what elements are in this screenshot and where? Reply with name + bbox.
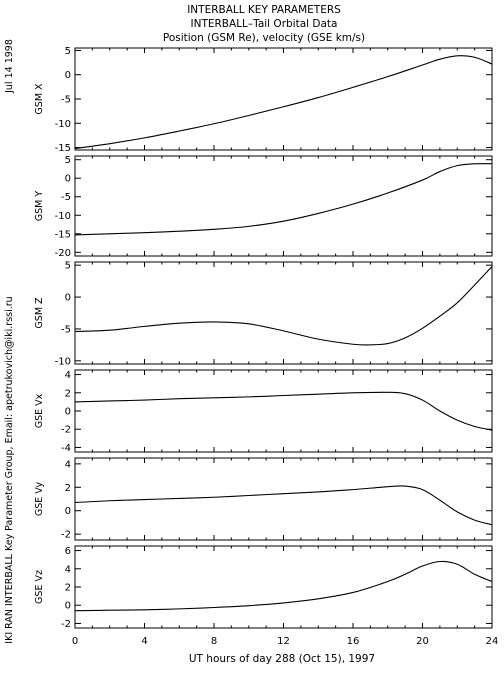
side-date-label: Jul 14 1998 xyxy=(4,39,15,94)
y-tick-label: 4 xyxy=(65,370,71,381)
y-axis-label: GSM Z xyxy=(34,297,45,329)
x-tick-label: 0 xyxy=(72,636,78,647)
x-tick-label: 4 xyxy=(141,636,147,647)
y-tick-label: 0 xyxy=(65,293,71,304)
y-tick-label: 0 xyxy=(65,407,71,418)
y-tick-label: -2 xyxy=(61,619,71,630)
y-tick-label: -10 xyxy=(55,356,71,367)
y-tick-label: 5 xyxy=(65,155,71,166)
panel-frame xyxy=(74,457,493,541)
panel-frame xyxy=(74,261,493,365)
panel-frame xyxy=(74,155,493,257)
y-tick-label: -4 xyxy=(61,443,71,454)
x-tick-label: 16 xyxy=(347,636,360,647)
panel-frame xyxy=(74,369,493,453)
y-tick-label: -20 xyxy=(55,248,71,259)
series-line xyxy=(74,560,493,612)
y-tick-label: 2 xyxy=(65,388,71,399)
series-line xyxy=(74,485,493,526)
y-tick-label: 0 xyxy=(65,601,71,612)
chart-subtitle: INTERBALL–Tail Orbital Data xyxy=(191,18,338,30)
y-tick-label: 0 xyxy=(65,506,71,517)
x-tick-label: 12 xyxy=(277,636,290,647)
panel-frame xyxy=(74,47,493,151)
series-line xyxy=(74,55,493,150)
series-line xyxy=(74,163,493,236)
y-tick-label: 6 xyxy=(65,546,71,557)
y-axis-label: GSE Vx xyxy=(34,393,45,428)
y-axis-label: GSM Y xyxy=(34,191,45,222)
y-tick-label: -15 xyxy=(55,143,71,154)
y-tick-label: -2 xyxy=(61,425,71,436)
series-line xyxy=(74,391,493,431)
y-tick-label: 2 xyxy=(65,483,71,494)
y-tick-label: -5 xyxy=(61,192,71,203)
y-tick-label: 0 xyxy=(65,174,71,185)
y-axis-label: GSE Vy xyxy=(34,481,45,516)
y-tick-label: 4 xyxy=(65,459,71,470)
y-axis-label: GSM X xyxy=(34,83,45,115)
y-tick-label: 0 xyxy=(65,70,71,81)
y-tick-label: -5 xyxy=(61,95,71,106)
y-tick-label: -5 xyxy=(61,324,71,335)
chart-subtitle-2: Position (GSM Re), velocity (GSE km/s) xyxy=(163,32,365,44)
series-line xyxy=(74,266,493,346)
x-tick-label: 20 xyxy=(416,636,429,647)
panel-frame xyxy=(74,545,493,629)
x-axis-label: UT hours of day 288 (Oct 15), 1997 xyxy=(189,653,375,665)
y-tick-label: 4 xyxy=(65,564,71,575)
y-tick-label: 5 xyxy=(65,46,71,57)
y-tick-label: 5 xyxy=(65,261,71,272)
y-tick-label: 2 xyxy=(65,583,71,594)
y-tick-label: -2 xyxy=(61,530,71,541)
x-tick-label: 8 xyxy=(211,636,217,647)
chart-title: INTERBALL KEY PARAMETERS xyxy=(187,4,341,16)
y-tick-label: -15 xyxy=(55,229,71,240)
y-tick-label: -10 xyxy=(55,211,71,222)
y-axis-label: GSE Vz xyxy=(34,570,45,604)
x-tick-label: 24 xyxy=(486,636,499,647)
y-tick-label: -10 xyxy=(55,119,71,130)
side-credit-label: IKI RAN INTERBALL Key Parameter Group, E… xyxy=(4,296,15,643)
